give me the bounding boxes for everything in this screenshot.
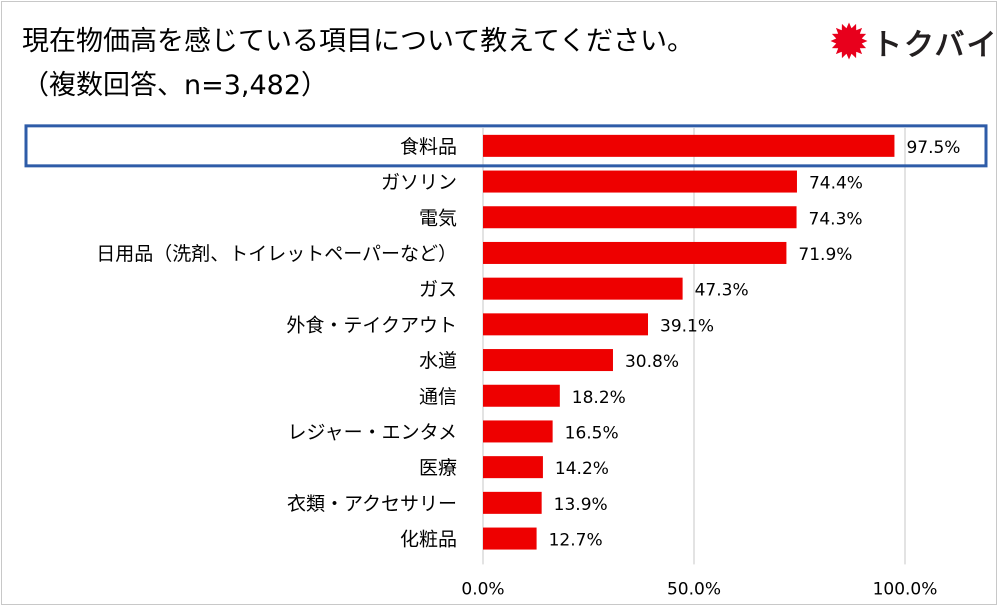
bar bbox=[483, 313, 649, 336]
x-tick-label: 50.0% bbox=[667, 579, 721, 599]
x-tick-label: 0.0% bbox=[461, 579, 504, 599]
category-label: 水道 bbox=[419, 350, 457, 372]
bar bbox=[483, 134, 895, 157]
bar bbox=[483, 491, 542, 514]
title-line-1: 現在物価高を感じている項目について教えてください。 bbox=[22, 26, 695, 57]
bar bbox=[483, 170, 797, 193]
category-label: 化粧品 bbox=[400, 529, 457, 551]
category-label: 外食・テイクアウト bbox=[286, 314, 457, 336]
data-label: 18.2% bbox=[572, 388, 626, 408]
category-label: 医療 bbox=[419, 457, 457, 479]
bar bbox=[483, 420, 553, 443]
x-tick-label: 100.0% bbox=[873, 579, 938, 599]
bar bbox=[483, 384, 560, 407]
chart-title: 現在物価高を感じている項目について教えてください。 （複数回答、n=3,482） bbox=[22, 20, 694, 108]
bar bbox=[483, 241, 787, 264]
bar bbox=[483, 456, 543, 479]
highlight-box bbox=[24, 124, 988, 168]
data-label: 12.7% bbox=[549, 531, 603, 551]
category-label: ガソリン bbox=[381, 172, 457, 194]
data-label: 97.5% bbox=[906, 138, 960, 158]
category-label: 衣類・アクセサリー bbox=[287, 493, 457, 515]
logo: トクバイ bbox=[830, 22, 997, 63]
logo-text: トクバイ bbox=[872, 28, 999, 63]
category-label: 食料品 bbox=[400, 136, 457, 158]
data-label: 30.8% bbox=[625, 352, 679, 372]
category-label: 通信 bbox=[419, 386, 457, 408]
bar bbox=[483, 527, 537, 550]
data-label: 74.4% bbox=[809, 174, 863, 194]
bar bbox=[483, 349, 613, 372]
category-label: 日用品（洗剤、トイレットペーパーなど） bbox=[96, 243, 457, 265]
red-sun-icon bbox=[830, 22, 868, 60]
title-line-2: （複数回答、n=3,482） bbox=[22, 70, 329, 101]
data-label: 47.3% bbox=[695, 281, 749, 301]
category-label: レジャー・エンタメ bbox=[288, 421, 457, 443]
data-label: 74.3% bbox=[809, 209, 863, 229]
data-label: 16.5% bbox=[565, 423, 619, 443]
bar bbox=[483, 206, 797, 229]
data-label: 71.9% bbox=[798, 245, 852, 265]
data-label: 14.2% bbox=[555, 459, 609, 479]
bar bbox=[483, 277, 683, 300]
category-label: 電気 bbox=[419, 207, 457, 229]
data-label: 39.1% bbox=[660, 316, 714, 336]
category-label: ガス bbox=[419, 279, 457, 301]
data-label: 13.9% bbox=[554, 495, 608, 515]
